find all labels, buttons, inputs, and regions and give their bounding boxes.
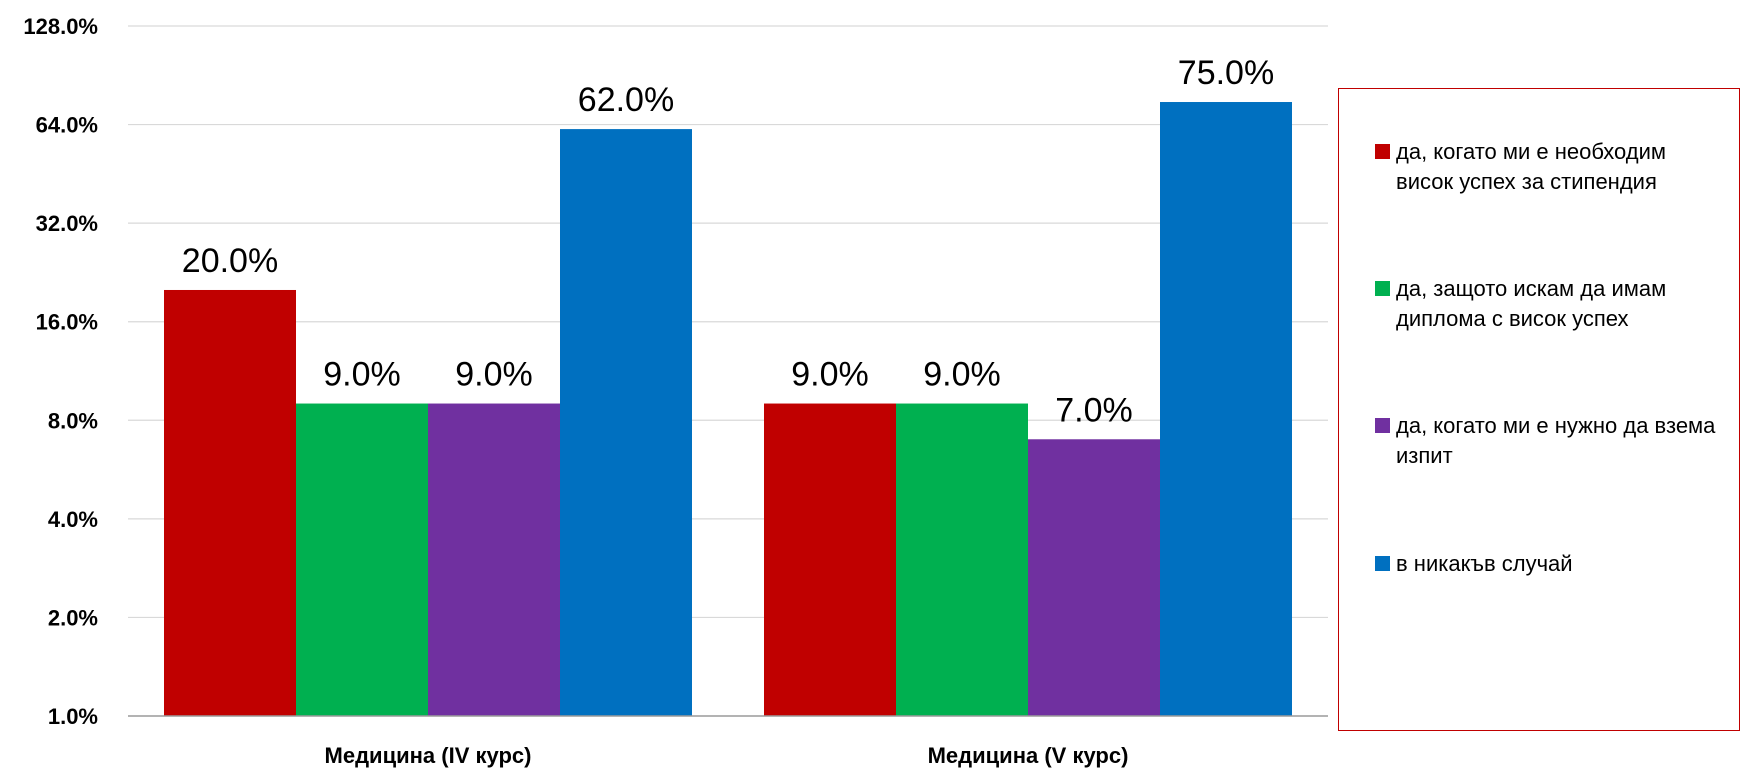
bar (1028, 439, 1160, 716)
data-label: 9.0% (455, 356, 533, 394)
data-label: 9.0% (923, 356, 1001, 394)
x-axis-category-labels: Медицина (IV курс) Медицина (V курс) (325, 743, 1129, 768)
legend-swatch (1375, 144, 1390, 159)
data-label: 9.0% (323, 356, 401, 394)
legend-item-pass-exam: да, когато ми е нужно да взема изпит (1375, 411, 1727, 471)
legend-swatch (1375, 281, 1390, 296)
bar (560, 129, 692, 716)
data-label: 75.0% (1178, 54, 1274, 92)
data-label: 9.0% (791, 356, 869, 394)
data-label: 62.0% (578, 81, 674, 119)
y-tick-label: 4.0% (48, 507, 98, 532)
y-tick-label: 8.0% (48, 408, 98, 433)
y-tick-label: 64.0% (36, 113, 98, 138)
legend-swatch (1375, 556, 1390, 571)
legend-item-diploma-high-grade: да, защото искам да имам диплома с висок… (1375, 274, 1727, 334)
x-category-label: Медицина (IV курс) (325, 743, 532, 768)
y-tick-label: 1.0% (48, 704, 98, 729)
bar (296, 403, 428, 716)
bar (896, 403, 1028, 716)
bar (428, 403, 560, 716)
bars (164, 102, 1292, 717)
legend-label: да, защото искам да имам диплома с висок… (1396, 276, 1667, 331)
legend-swatch (1375, 418, 1390, 433)
legend-label: да, когато ми е необходим висок успех за… (1396, 139, 1666, 194)
data-label: 7.0% (1055, 391, 1133, 429)
legend-item-never: в никакъв случай (1375, 549, 1727, 579)
bar (164, 289, 296, 716)
legend-item-high-grade-scholarship: да, когато ми е необходим висок успех за… (1375, 137, 1727, 197)
data-label: 20.0% (182, 242, 278, 280)
bar (764, 403, 896, 716)
data-labels: 20.0% 9.0% 9.0% 62.0% 9.0% 9.0% 7.0% 75.0% (182, 54, 1274, 429)
legend: да, когато ми е необходим висок успех за… (1338, 88, 1740, 731)
bar (1160, 102, 1292, 717)
y-tick-label: 32.0% (36, 211, 98, 236)
legend-label: в никакъв случай (1396, 551, 1573, 576)
y-tick-label: 16.0% (36, 310, 98, 335)
y-tick-label: 2.0% (48, 605, 98, 630)
x-category-label: Медицина (V курс) (928, 743, 1129, 768)
y-axis-tick-labels: 1.0% 2.0% 4.0% 8.0% 16.0% 32.0% 64.0% 128.0% (23, 14, 98, 729)
legend-label: да, когато ми е нужно да взема изпит (1396, 413, 1716, 468)
y-tick-label: 128.0% (23, 14, 98, 39)
